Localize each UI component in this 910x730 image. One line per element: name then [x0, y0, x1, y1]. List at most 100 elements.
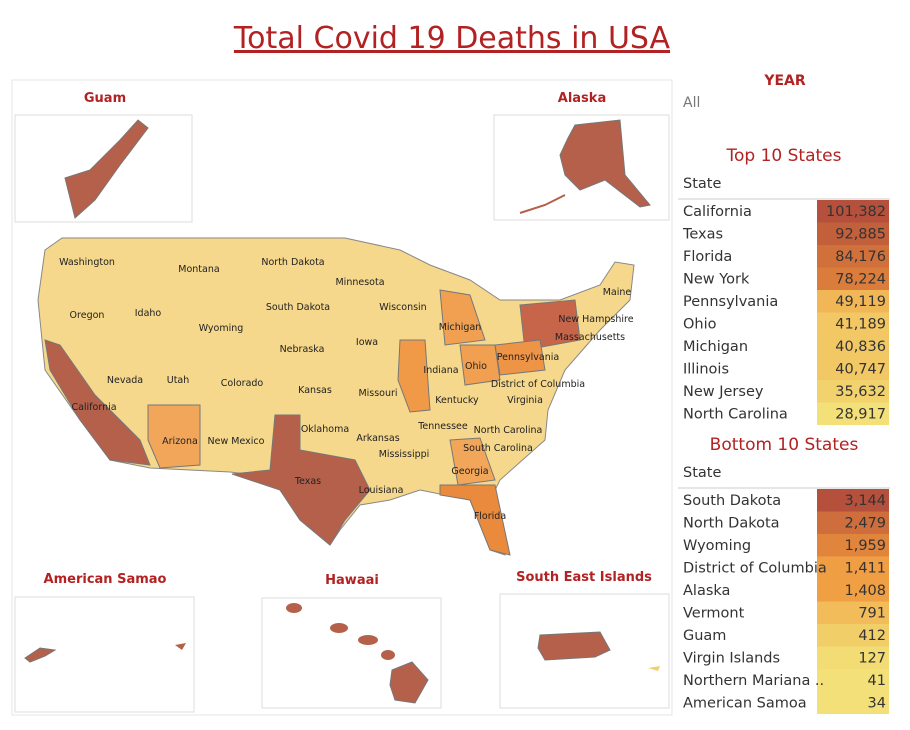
state-name[interactable]: Michigan [683, 339, 748, 355]
state-shape [449, 437, 496, 486]
value-cell [817, 534, 889, 557]
value-cell [817, 380, 889, 403]
value-cell [817, 511, 889, 534]
state-label[interactable]: Arizona [162, 436, 198, 447]
state-label[interactable]: Montana [178, 264, 219, 275]
state-label[interactable]: Colorado [221, 378, 264, 389]
hawaii-island [389, 661, 429, 704]
state-label[interactable]: Iowa [356, 337, 378, 348]
state-shape [397, 339, 431, 413]
state-name[interactable]: California [683, 204, 752, 220]
state-label[interactable]: New Hampshire [558, 314, 633, 325]
value-label: 34 [868, 696, 886, 712]
value-label: 1,408 [844, 583, 886, 599]
value-cell [817, 290, 889, 313]
value-cell [817, 556, 889, 579]
state-label[interactable]: New Mexico [208, 436, 265, 447]
value-cell [817, 489, 889, 512]
state-label[interactable]: Maine [603, 287, 632, 298]
value-cell [817, 579, 889, 602]
table-header: State [683, 465, 721, 481]
state-shape [147, 404, 201, 469]
state-name[interactable]: North Carolina [683, 407, 788, 423]
state-name[interactable]: Florida [683, 249, 732, 265]
state-label[interactable]: Oregon [70, 310, 105, 321]
state-name[interactable]: New York [683, 272, 750, 288]
state-label[interactable]: Utah [167, 375, 190, 386]
state-label[interactable]: California [71, 402, 116, 413]
inset-box [14, 114, 193, 223]
value-label: 35,632 [835, 384, 886, 400]
state-label[interactable]: Idaho [135, 308, 162, 319]
samoa-shape [175, 643, 186, 650]
state-name[interactable]: Texas [682, 227, 723, 243]
hawaii-island [381, 650, 395, 660]
dashboard-title: Total Covid 19 Deaths in USA [233, 21, 671, 56]
state-shape [439, 484, 511, 556]
state-name[interactable]: Ohio [683, 317, 717, 333]
state-label[interactable]: Pennsylvania [497, 352, 559, 363]
state-label[interactable]: Minnesota [335, 277, 384, 288]
inset-box [14, 596, 195, 713]
state-label[interactable]: Mississippi [379, 449, 430, 460]
filter-label: YEAR [763, 73, 806, 89]
state-label[interactable]: Tennessee [417, 421, 468, 432]
state-label[interactable]: Wyoming [199, 323, 244, 334]
state-label[interactable]: District of Columbia [491, 379, 585, 390]
state-label[interactable]: Arkansas [356, 433, 399, 444]
value-cell [817, 691, 889, 714]
value-label: 412 [858, 628, 886, 644]
state-label[interactable]: Missouri [358, 388, 397, 399]
state-name[interactable]: District of Columbia [683, 561, 827, 577]
state-name[interactable]: Pennsylvania [683, 294, 778, 310]
state-label[interactable]: Oklahoma [301, 424, 349, 435]
state-label[interactable]: Nevada [107, 375, 143, 386]
inset-title: Hawaai [325, 573, 379, 588]
state-label[interactable]: Ohio [465, 361, 487, 372]
state-label[interactable]: Massachusetts [555, 332, 625, 343]
state-shape [494, 339, 546, 376]
value-cell [817, 200, 889, 223]
state-label[interactable]: North Dakota [261, 257, 324, 268]
state-label[interactable]: South Carolina [463, 443, 533, 454]
state-label[interactable]: Wisconsin [379, 302, 426, 313]
value-label: 84,176 [835, 249, 886, 265]
state-label[interactable]: Michigan [439, 322, 482, 333]
state-label[interactable]: Georgia [451, 466, 488, 477]
value-cell [817, 245, 889, 268]
state-label[interactable]: Nebraska [280, 344, 325, 355]
state-name[interactable]: Alaska [683, 583, 730, 599]
state-label[interactable]: South Dakota [266, 302, 330, 313]
value-label: 49,119 [835, 294, 886, 310]
value-label: 78,224 [835, 272, 886, 288]
state-label[interactable]: Washington [59, 257, 115, 268]
state-name[interactable]: Wyoming [683, 538, 751, 554]
value-label: 127 [858, 651, 886, 667]
state-label[interactable]: Kentucky [435, 395, 479, 406]
value-label: 2,479 [844, 516, 886, 532]
state-name[interactable]: Illinois [683, 362, 729, 378]
state-label[interactable]: Virginia [507, 395, 543, 406]
state-label[interactable]: Kansas [298, 385, 332, 396]
state-name[interactable]: Vermont [683, 606, 745, 622]
state-label[interactable]: Texas [294, 476, 321, 487]
state-name[interactable]: North Dakota [683, 516, 780, 532]
value-cell [817, 357, 889, 380]
state-label[interactable]: Indiana [423, 365, 458, 376]
virgin-islands-shape [648, 666, 660, 671]
value-label: 3,144 [844, 493, 886, 509]
state-label[interactable]: North Carolina [474, 425, 543, 436]
state-name[interactable]: Northern Mariana .. [683, 673, 824, 689]
map-panel [11, 79, 673, 716]
state-name[interactable]: Guam [683, 628, 726, 644]
value-label: 40,836 [835, 339, 886, 355]
state-name[interactable]: American Samoa [683, 696, 807, 712]
state-name[interactable]: New Jersey [683, 384, 764, 400]
value-cell [817, 267, 889, 290]
value-label: 92,885 [835, 227, 886, 243]
state-name[interactable]: South Dakota [683, 493, 781, 509]
state-label[interactable]: Florida [474, 511, 506, 522]
filter-value[interactable]: All [683, 95, 700, 111]
state-name[interactable]: Virgin Islands [683, 651, 780, 667]
state-label[interactable]: Louisiana [359, 485, 404, 496]
